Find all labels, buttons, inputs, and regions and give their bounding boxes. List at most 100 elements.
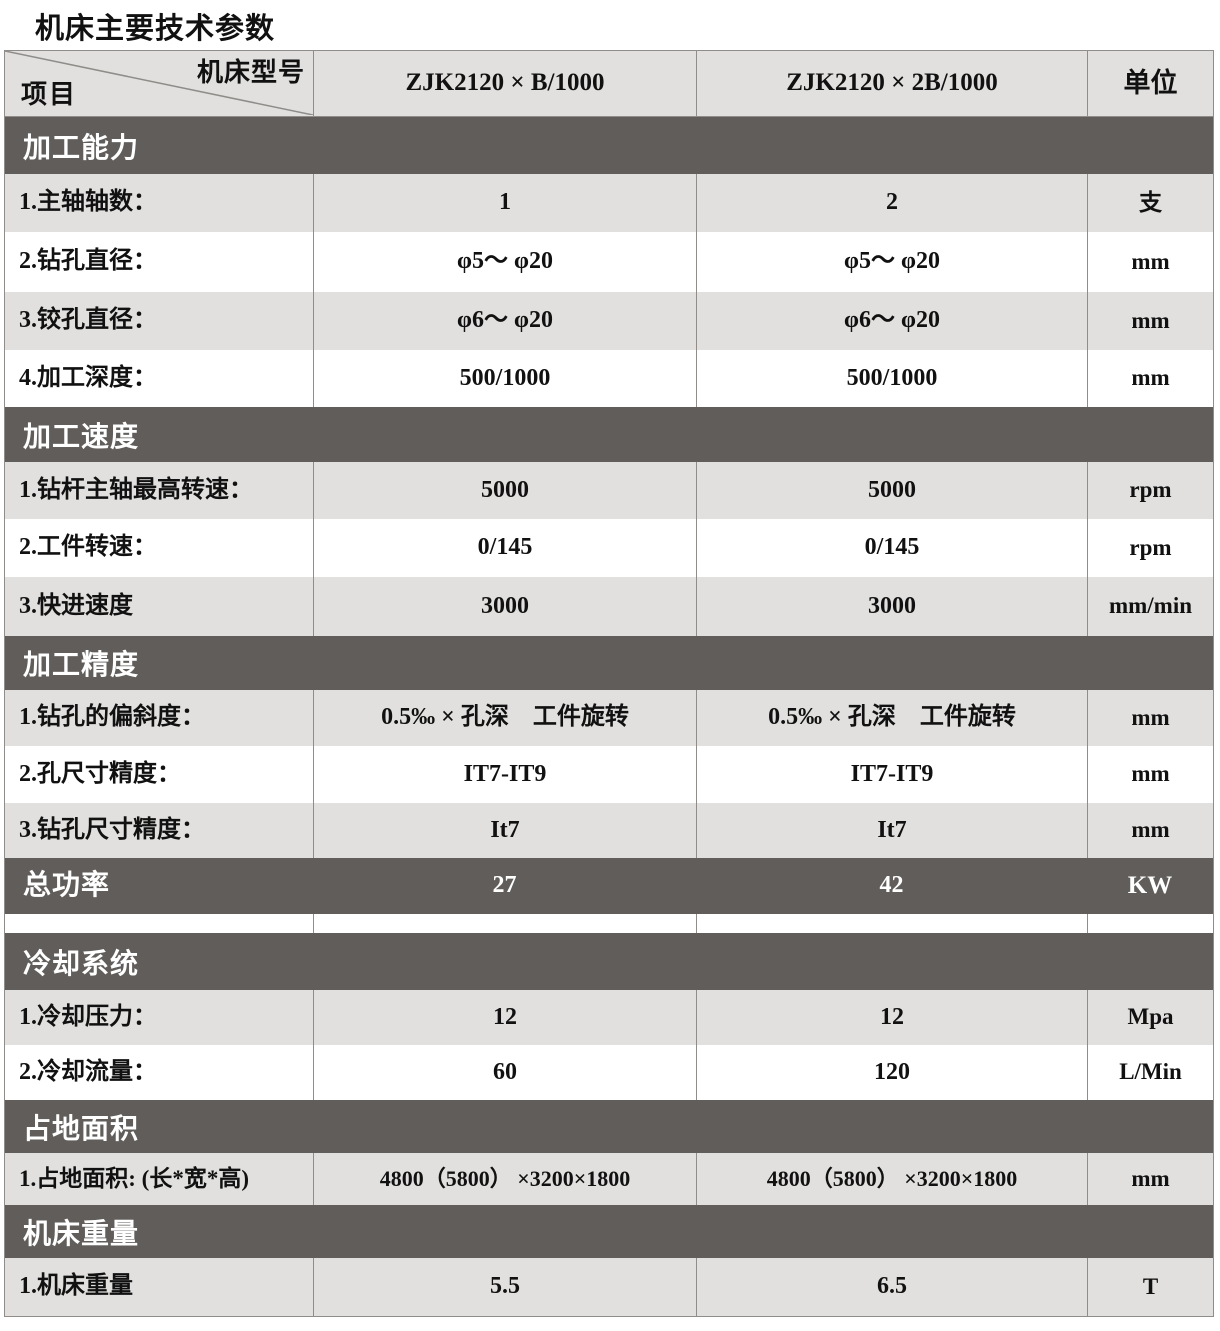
model2-value: 12 <box>696 990 1087 1045</box>
corner-label-model: 机床型号 <box>196 58 305 87</box>
unit-header: 单位 <box>1087 51 1213 116</box>
unit-value: mm <box>1087 803 1213 858</box>
unit-value: L/Min <box>1087 1045 1213 1100</box>
model2-value: 0/145 <box>696 519 1087 577</box>
section-row: 占地面积 <box>5 1100 1213 1153</box>
spec-row: 2.工件转速： 0/145 0/145 rpm <box>5 519 1213 577</box>
model2-value: φ5～ φ20 <box>696 232 1087 292</box>
section-label: 加工精度 <box>23 650 140 681</box>
spec-row: 2.孔尺寸精度： IT7-IT9 IT7-IT9 mm <box>5 746 1213 803</box>
row-label: 2.工件转速： <box>19 534 157 561</box>
gap-cell <box>696 914 1087 933</box>
model1-value: 4800（5800） ×3200×1800 <box>313 1153 696 1205</box>
model1-value: 5.5 <box>313 1258 696 1316</box>
model2-header: ZJK2120 × 2B/1000 <box>696 51 1087 116</box>
section-row: 加工速度 <box>5 407 1213 462</box>
row-label: 1.冷却压力： <box>19 1003 157 1030</box>
model2-value: 6.5 <box>696 1258 1087 1316</box>
section-label: 机床重量 <box>23 1218 140 1250</box>
gap-row <box>5 914 1213 933</box>
model1-value: φ6～ φ20 <box>313 292 696 350</box>
model2-value: IT7-IT9 <box>696 746 1087 803</box>
unit-value: T <box>1087 1258 1213 1316</box>
row-label: 3.快进速度 <box>19 592 133 619</box>
model2-value: 42 <box>879 872 904 899</box>
row-label: 1.机床重量 <box>19 1273 133 1300</box>
gap-cell <box>313 914 696 933</box>
spec-row: 3.钻孔尺寸精度： It7 It7 mm <box>5 803 1213 858</box>
model2-value: 3000 <box>696 577 1087 636</box>
gap-cell <box>1087 914 1213 933</box>
model1-value: φ5～ φ20 <box>313 232 696 292</box>
gap-cell <box>5 914 313 933</box>
header-row: 机床型号 项目 ZJK2120 × B/1000 ZJK2120 × 2B/10… <box>5 51 1213 117</box>
section-label: 加工能力 <box>23 132 140 164</box>
spec-row: 1.主轴轴数： 1 2 支 <box>5 174 1213 232</box>
unit-value: mm/min <box>1087 577 1213 636</box>
spec-row: 2.冷却流量： 60 120 L/Min <box>5 1045 1213 1100</box>
spec-row: 3.铰孔直径： φ6～ φ20 φ6～ φ20 mm <box>5 292 1213 350</box>
row-label: 2.孔尺寸精度： <box>19 760 181 787</box>
model2-value: 500/1000 <box>696 350 1087 407</box>
unit-value: Mpa <box>1087 990 1213 1045</box>
unit-value: mm <box>1087 292 1213 350</box>
model2-value: It7 <box>696 803 1087 858</box>
spec-row: 2.钻孔直径： φ5～ φ20 φ5～ φ20 mm <box>5 232 1213 292</box>
row-label: 1.钻孔的偏斜度： <box>19 704 205 731</box>
model2-value: 0.5‰ × 孔深 工件旋转 <box>696 690 1087 746</box>
unit-value: mm <box>1087 350 1213 407</box>
section-label: 占地面积 <box>23 1113 140 1145</box>
model1-value: 12 <box>313 990 696 1045</box>
spec-row: 1.占地面积: (长*宽*高) 4800（5800） ×3200×1800 48… <box>5 1153 1213 1205</box>
row-label: 1.钻杆主轴最高转速： <box>19 476 253 503</box>
spec-row: 4.加工深度： 500/1000 500/1000 mm <box>5 350 1213 407</box>
model1-value: 500/1000 <box>313 350 696 407</box>
spec-row: 1.钻杆主轴最高转速： 5000 5000 rpm <box>5 462 1213 519</box>
row-label: 1.占地面积: (长*宽*高) <box>19 1165 249 1191</box>
unit-value: rpm <box>1087 519 1213 577</box>
model1-header: ZJK2120 × B/1000 <box>313 51 696 116</box>
model2-value: 5000 <box>696 462 1087 519</box>
model1-value: IT7-IT9 <box>313 746 696 803</box>
diagonal-line <box>5 51 313 115</box>
model2-value: φ6～ φ20 <box>696 292 1087 350</box>
model1-value: 27 <box>492 872 517 899</box>
unit-value: mm <box>1087 746 1213 803</box>
row-label: 总功率 <box>23 869 111 901</box>
model1-value: It7 <box>313 803 696 858</box>
row-label: 4.加工深度： <box>19 364 157 391</box>
section-label: 冷却系统 <box>23 948 140 980</box>
unit-value: 支 <box>1087 174 1213 232</box>
row-label: 1.主轴轴数： <box>19 189 157 216</box>
section-label: 加工速度 <box>23 421 140 453</box>
model1-value: 1 <box>313 174 696 232</box>
unit-value: mm <box>1087 1153 1213 1205</box>
row-label: 2.冷却流量： <box>19 1058 157 1085</box>
model1-value: 5000 <box>313 462 696 519</box>
unit-value: KW <box>1127 871 1173 899</box>
power-row: 总功率 27 42 KW <box>5 858 1213 914</box>
spec-row: 1.冷却压力： 12 12 Mpa <box>5 990 1213 1045</box>
corner-cell: 机床型号 项目 <box>5 51 313 116</box>
spec-row: 3.快进速度 3000 3000 mm/min <box>5 577 1213 636</box>
model1-value: 0/145 <box>313 519 696 577</box>
section-row: 加工能力 <box>5 117 1213 174</box>
section-row: 冷却系统 <box>5 933 1213 990</box>
row-label: 3.钻孔尺寸精度： <box>19 816 205 843</box>
model1-value: 3000 <box>313 577 696 636</box>
model2-value: 2 <box>696 174 1087 232</box>
page-title: 机床主要技术参数 <box>35 13 276 45</box>
section-row: 加工精度 <box>5 636 1213 690</box>
unit-value: mm <box>1087 232 1213 292</box>
unit-value: mm <box>1087 690 1213 746</box>
row-label: 2.钻孔直径： <box>19 248 157 275</box>
model2-value: 120 <box>696 1045 1087 1100</box>
section-row: 机床重量 <box>5 1205 1213 1258</box>
model1-value: 0.5‰ × 孔深 工件旋转 <box>313 690 696 746</box>
model1-value: 60 <box>313 1045 696 1100</box>
spec-table: 机床型号 项目 ZJK2120 × B/1000 ZJK2120 × 2B/10… <box>4 50 1214 1317</box>
row-label: 3.铰孔直径： <box>19 307 157 334</box>
spec-row: 1.机床重量 5.5 6.5 T <box>5 1258 1213 1316</box>
model2-value: 4800（5800） ×3200×1800 <box>696 1153 1087 1205</box>
spec-row: 1.钻孔的偏斜度： 0.5‰ × 孔深 工件旋转 0.5‰ × 孔深 工件旋转 … <box>5 690 1213 746</box>
